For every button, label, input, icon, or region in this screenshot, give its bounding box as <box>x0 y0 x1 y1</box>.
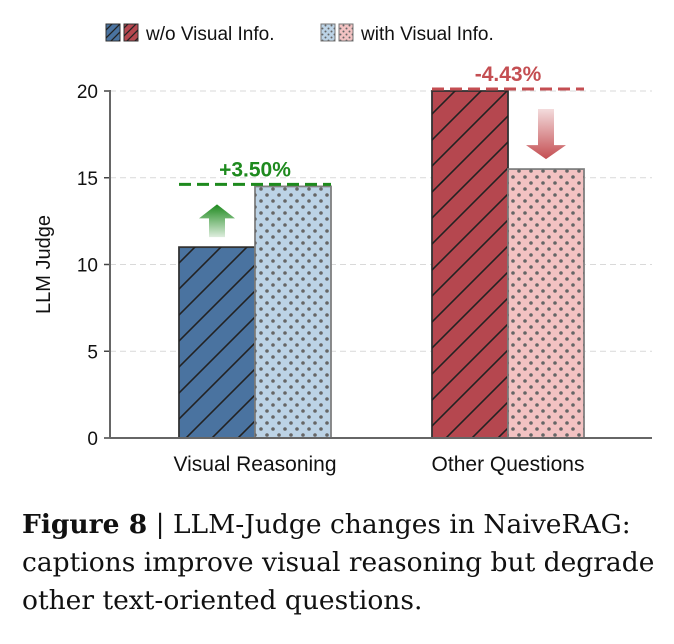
caption-text: LLM-Judge changes in NaiveRAG: captions … <box>22 509 655 616</box>
y-tick-label: 0 <box>87 429 98 450</box>
bars <box>178 90 585 439</box>
legend: w/o Visual Info. with Visual Info. <box>105 23 494 45</box>
caption-separator: | <box>147 509 173 540</box>
legend-label-wo: w/o Visual Info. <box>145 24 275 45</box>
x-tick-label: Visual Reasoning <box>173 453 336 476</box>
caption-label: Figure 8 <box>22 509 148 540</box>
bar-pattern <box>432 91 508 438</box>
change-label: +3.50% <box>219 158 291 181</box>
arrow-up-icon <box>199 204 235 238</box>
y-tick-label: 5 <box>87 342 98 363</box>
legend-swatches-with <box>320 23 354 42</box>
legend-label-with: with Visual Info. <box>360 24 494 45</box>
change-label: -4.43% <box>475 63 542 86</box>
y-tick-label: 20 <box>77 82 98 103</box>
arrow-down-icon <box>526 109 566 160</box>
bar-pattern <box>508 169 584 438</box>
bar-pattern <box>179 247 255 438</box>
bar-chart: w/o Visual Info. with Visual Info. +3.50… <box>33 23 652 476</box>
y-tick-label: 15 <box>77 169 98 190</box>
x-tick-label: Other Questions <box>432 453 585 476</box>
bar-pattern <box>255 186 331 438</box>
axes: 0 5 10 15 20 LLM Judge Visual Reasoning Other Q… <box>33 82 652 476</box>
y-tick-label: 10 <box>77 256 98 277</box>
y-axis-label: LLM Judge <box>33 215 55 314</box>
legend-swatches-wo <box>105 23 139 42</box>
figure-caption: Figure 8 | LLM-Judge changes in NaiveRAG… <box>22 506 662 620</box>
annotations: +3.50% -4.43% <box>179 63 584 238</box>
